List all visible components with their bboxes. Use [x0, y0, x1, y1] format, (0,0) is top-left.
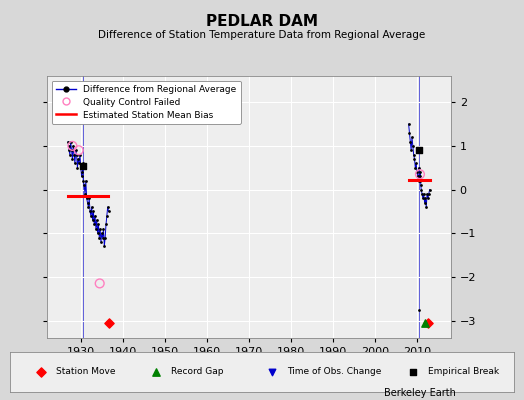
Point [423, 320, 432, 326]
Point [72, 147, 80, 154]
Point [406, 138, 414, 145]
Point [100, 243, 108, 250]
Point [99, 226, 107, 232]
Legend: Difference from Regional Average, Quality Control Failed, Estimated Station Mean: Difference from Regional Average, Qualit… [52, 80, 241, 124]
Point [66, 151, 74, 158]
Point [85, 195, 93, 202]
Point [77, 164, 85, 171]
Point [74, 156, 82, 162]
Text: Difference of Station Temperature Data from Regional Average: Difference of Station Temperature Data f… [99, 30, 425, 40]
Text: Time of Obs. Change: Time of Obs. Change [287, 368, 381, 376]
Point [95, 234, 103, 241]
Point [92, 226, 100, 232]
Point [76, 151, 84, 158]
Point [419, 195, 427, 202]
Text: Record Gap: Record Gap [171, 368, 224, 376]
Point [68, 156, 77, 162]
Point [88, 204, 96, 210]
Point [424, 195, 432, 202]
Point [81, 191, 89, 197]
Point [75, 160, 83, 166]
Point [65, 147, 73, 154]
Point [95, 280, 104, 287]
Point [64, 143, 73, 149]
Point [71, 160, 79, 166]
Text: PEDLAR DAM: PEDLAR DAM [206, 14, 318, 29]
Point [97, 230, 106, 236]
Point [104, 204, 112, 210]
Point [78, 169, 86, 175]
Point [104, 208, 113, 214]
Point [103, 212, 111, 219]
Point [90, 221, 99, 228]
Point [94, 221, 103, 228]
Point [417, 186, 425, 193]
Point [68, 143, 77, 149]
Point [86, 212, 95, 219]
Point [64, 138, 72, 145]
Point [86, 208, 94, 214]
Point [420, 191, 428, 197]
Point [410, 156, 419, 162]
Point [421, 195, 430, 202]
Point [407, 147, 416, 154]
Point [405, 130, 413, 136]
Text: Empirical Break: Empirical Break [428, 368, 499, 376]
Point [69, 143, 78, 149]
Point [82, 195, 91, 202]
Point [414, 178, 423, 184]
Point [78, 173, 86, 180]
Point [425, 186, 434, 193]
Point [79, 160, 87, 166]
Point [79, 162, 87, 169]
Point [415, 147, 423, 154]
Point [412, 160, 420, 166]
Point [68, 147, 76, 154]
Point [91, 212, 99, 219]
Point [73, 164, 82, 171]
Point [70, 151, 78, 158]
Point [418, 191, 426, 197]
Point [420, 320, 429, 326]
Point [83, 200, 92, 206]
Point [82, 178, 90, 184]
Point [416, 173, 424, 180]
Point [420, 200, 429, 206]
Point [416, 178, 424, 184]
Point [72, 151, 81, 158]
Point [415, 164, 423, 171]
Text: Station Move: Station Move [56, 368, 115, 376]
Point [413, 173, 422, 180]
Point [99, 234, 107, 241]
Point [416, 169, 424, 175]
Point [84, 204, 93, 210]
Point [97, 239, 105, 245]
Point [423, 191, 431, 197]
Point [408, 134, 416, 140]
Point [96, 226, 104, 232]
Point [89, 217, 97, 223]
Point [93, 230, 102, 236]
Text: Berkeley Earth: Berkeley Earth [384, 388, 456, 398]
Point [67, 138, 75, 145]
Point [80, 182, 89, 188]
Point [417, 182, 425, 188]
Point [102, 221, 110, 228]
Point [405, 121, 413, 127]
Point [411, 164, 420, 171]
Point [409, 151, 418, 158]
Point [93, 217, 101, 223]
Point [409, 143, 417, 149]
Point [89, 208, 97, 214]
Point [79, 178, 88, 184]
Point [413, 169, 421, 175]
Point [101, 234, 110, 241]
Point [105, 320, 114, 326]
Point [415, 306, 423, 313]
Point [422, 204, 430, 210]
Point [74, 147, 83, 154]
Point [424, 191, 433, 197]
Point [416, 171, 424, 178]
